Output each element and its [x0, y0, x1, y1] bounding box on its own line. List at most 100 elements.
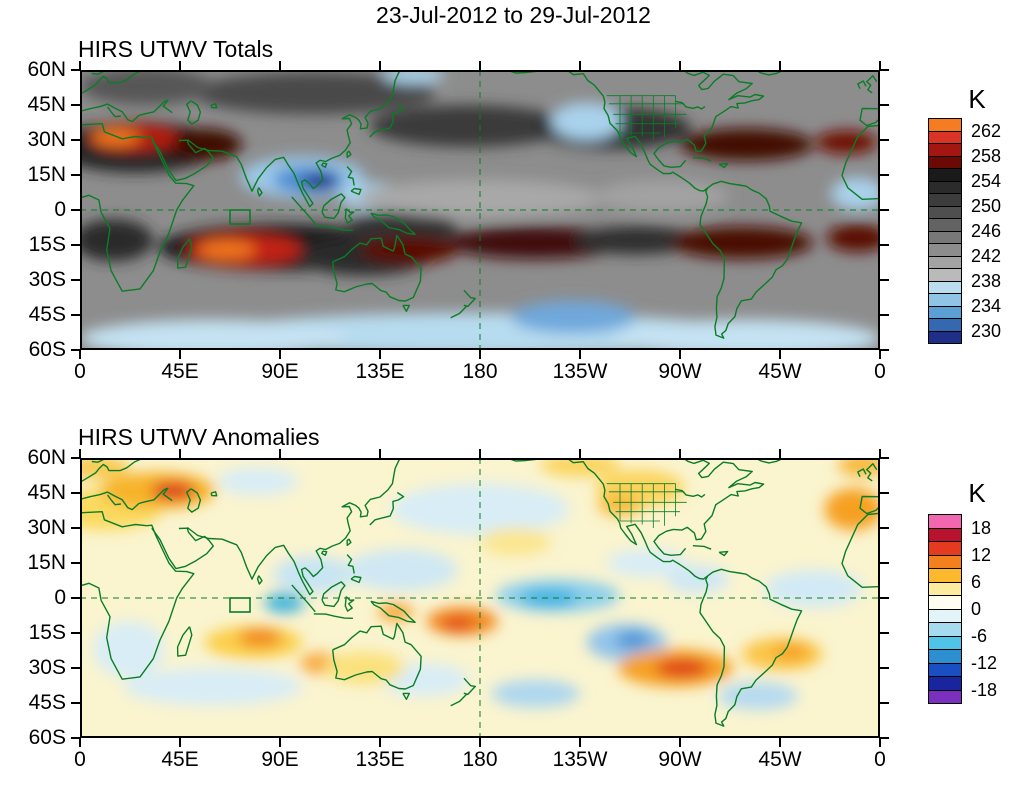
colorbar-tick-label: 246: [971, 220, 1002, 241]
x-tick-mark: [379, 738, 381, 747]
colorbar-segment: [928, 293, 962, 307]
colorbar-segment: [928, 305, 962, 319]
x-tick-label: 180: [462, 748, 498, 771]
x-tick-label: 180: [462, 360, 498, 383]
y-tick-mark: [71, 457, 80, 459]
colorbar-segment: [928, 689, 962, 704]
colorbar-tick-label: 258: [971, 145, 1002, 166]
x-tick-mark: [379, 61, 381, 70]
x-tick-mark: [679, 449, 681, 458]
x-tick-label: 45E: [161, 360, 199, 383]
colorbar-segment: [928, 608, 962, 623]
x-tick-mark: [279, 350, 281, 359]
y-tick-mark: [880, 314, 889, 316]
x-tick-mark: [479, 738, 481, 747]
date-range-title: 23-Jul-2012 to 29-Jul-2012: [376, 2, 651, 28]
y-tick-mark: [71, 737, 80, 739]
x-tick-mark: [279, 449, 281, 458]
x-tick-mark: [479, 350, 481, 359]
x-tick-mark: [579, 350, 581, 359]
x-tick-mark: [579, 738, 581, 747]
y-tick-label: 45S: [28, 303, 66, 326]
x-tick-mark: [279, 738, 281, 747]
x-tick-mark: [579, 61, 581, 70]
x-tick-mark: [79, 449, 81, 458]
colorbar-segment: [928, 635, 962, 650]
colorbar-tick-label: -18: [971, 679, 998, 700]
y-tick-mark: [71, 314, 80, 316]
y-tick-mark: [71, 632, 80, 634]
x-tick-mark: [179, 738, 181, 747]
y-tick-mark: [880, 597, 889, 599]
y-tick-label: 15N: [27, 551, 66, 574]
x-tick-mark: [779, 449, 781, 458]
panel-title-anomalies: HIRS UTWV Anomalies: [78, 424, 320, 450]
colorbar-segment: [928, 193, 962, 207]
colorbar-segment: [928, 568, 962, 583]
x-tick-label: 90E: [261, 748, 299, 771]
y-tick-label: 30N: [27, 128, 66, 151]
x-tick-label: 45W: [758, 748, 802, 771]
y-tick-mark: [880, 349, 889, 351]
colorbar-segment: [928, 280, 962, 294]
colorbar-segment: [928, 318, 962, 332]
y-tick-label: 30S: [28, 656, 66, 679]
y-tick-mark: [71, 104, 80, 106]
x-tick-label: 90E: [261, 360, 299, 383]
y-tick-mark: [880, 279, 889, 281]
x-tick-label: 135W: [552, 748, 608, 771]
x-tick-mark: [879, 449, 881, 458]
y-tick-label: 60S: [28, 338, 66, 361]
x-tick-mark: [79, 61, 81, 70]
y-tick-mark: [880, 104, 889, 106]
y-tick-label: 15S: [28, 233, 66, 256]
x-tick-mark: [379, 449, 381, 458]
x-tick-mark: [679, 738, 681, 747]
colorbar-segment: [928, 168, 962, 182]
x-tick-label: 45W: [758, 360, 802, 383]
anomalies-map: [80, 458, 880, 738]
colorbar-segment: [928, 205, 962, 219]
x-tick-mark: [879, 738, 881, 747]
colorbar-segment: [928, 143, 962, 157]
x-tick-mark: [879, 350, 881, 359]
y-tick-mark: [880, 69, 889, 71]
x-tick-label: 0: [74, 748, 86, 771]
x-tick-label: 0: [874, 360, 886, 383]
x-tick-label: 0: [74, 360, 86, 383]
x-tick-mark: [379, 350, 381, 359]
y-tick-mark: [71, 527, 80, 529]
x-tick-mark: [879, 61, 881, 70]
y-tick-mark: [71, 209, 80, 211]
y-tick-mark: [71, 349, 80, 351]
panel-title-totals: HIRS UTWV Totals: [78, 36, 274, 62]
x-tick-mark: [79, 738, 81, 747]
totals-map: [80, 70, 880, 350]
y-tick-mark: [71, 69, 80, 71]
colorbar-segment: [928, 581, 962, 596]
colorbar-tick-label: -12: [971, 652, 998, 673]
y-tick-mark: [71, 562, 80, 564]
x-tick-label: 135E: [355, 360, 405, 383]
y-tick-label: 45S: [28, 691, 66, 714]
colorbar-segment: [928, 255, 962, 269]
y-tick-mark: [71, 139, 80, 141]
x-tick-label: 90W: [658, 360, 702, 383]
y-tick-mark: [880, 492, 889, 494]
x-tick-mark: [579, 449, 581, 458]
y-tick-label: 30N: [27, 516, 66, 539]
x-tick-mark: [279, 61, 281, 70]
colorbar-segment: [928, 118, 962, 132]
y-tick-label: 30S: [28, 268, 66, 291]
x-tick-label: 0: [874, 748, 886, 771]
y-tick-label: 15N: [27, 163, 66, 186]
y-tick-mark: [71, 492, 80, 494]
colorbar-segment: [928, 649, 962, 664]
y-tick-mark: [880, 209, 889, 211]
x-tick-mark: [779, 738, 781, 747]
colorbar-segment: [928, 622, 962, 637]
x-tick-mark: [679, 350, 681, 359]
y-tick-label: 0: [54, 586, 66, 609]
y-tick-mark: [71, 597, 80, 599]
